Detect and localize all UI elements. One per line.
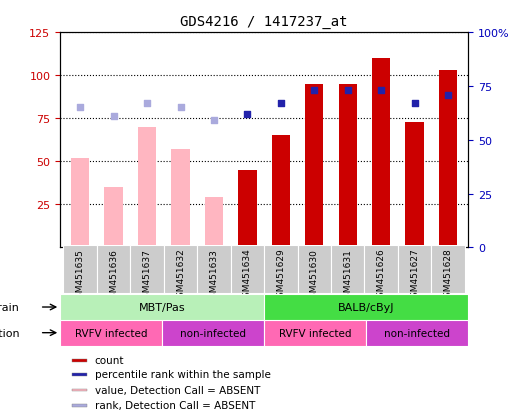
Bar [72,389,87,391]
Bar [264,294,468,320]
Title: GDS4216 / 1417237_at: GDS4216 / 1417237_at [180,15,348,29]
Bar [162,320,264,346]
Point [76,105,84,112]
Text: GSM451628: GSM451628 [444,248,452,303]
Text: GSM451627: GSM451627 [410,248,419,303]
Text: value, Detection Call = ABSENT: value, Detection Call = ABSENT [95,385,260,395]
Bar [72,373,87,376]
Text: RVFV infected: RVFV infected [75,328,147,338]
Text: GSM451635: GSM451635 [76,248,85,303]
Text: non-infected: non-infected [384,328,450,338]
Text: GSM451636: GSM451636 [109,248,118,303]
Bar [264,246,298,293]
Text: GSM451626: GSM451626 [377,248,385,303]
Point [109,114,118,120]
Bar [231,246,264,293]
Bar [72,359,87,362]
Point [310,88,319,94]
Text: GSM451632: GSM451632 [176,248,185,303]
Point [210,118,218,124]
Text: non-infected: non-infected [180,328,246,338]
Bar [238,171,257,248]
Bar [331,246,365,293]
Bar [366,320,468,346]
Bar [105,188,123,248]
Text: GSM451634: GSM451634 [243,248,252,303]
Bar [97,246,130,293]
Point [377,88,385,94]
Text: MBT/Pas: MBT/Pas [139,302,186,312]
Text: GSM451637: GSM451637 [143,248,152,303]
Text: GSM451631: GSM451631 [343,248,352,303]
Text: BALB/cByJ: BALB/cByJ [338,302,394,312]
Bar [271,136,290,248]
Bar [60,294,264,320]
Point [143,101,151,107]
Text: count: count [95,356,124,366]
Point [444,92,452,99]
Bar [172,150,190,248]
Bar [264,320,366,346]
Bar [197,246,231,293]
Text: GSM451633: GSM451633 [209,248,219,303]
Text: GSM451629: GSM451629 [276,248,286,303]
Bar [439,71,457,248]
Point [411,101,419,107]
Bar [298,246,331,293]
Text: infection: infection [0,328,19,338]
Bar [164,246,197,293]
Text: percentile rank within the sample: percentile rank within the sample [95,370,271,380]
Bar [338,85,357,248]
Bar [130,246,164,293]
Bar [305,85,323,248]
Bar [431,246,465,293]
Bar [71,159,89,248]
Bar [365,246,398,293]
Point [176,105,185,112]
Bar [72,404,87,406]
Text: rank, Detection Call = ABSENT: rank, Detection Call = ABSENT [95,400,255,410]
Text: GSM451630: GSM451630 [310,248,319,303]
Bar [63,246,97,293]
Bar [372,59,390,248]
Point [344,88,352,94]
Text: strain: strain [0,302,19,312]
Bar [138,128,156,248]
Bar [405,122,424,248]
Bar [205,198,223,248]
Point [243,112,252,118]
Bar [398,246,431,293]
Bar [60,320,162,346]
Text: RVFV infected: RVFV infected [279,328,351,338]
Point [277,101,285,107]
